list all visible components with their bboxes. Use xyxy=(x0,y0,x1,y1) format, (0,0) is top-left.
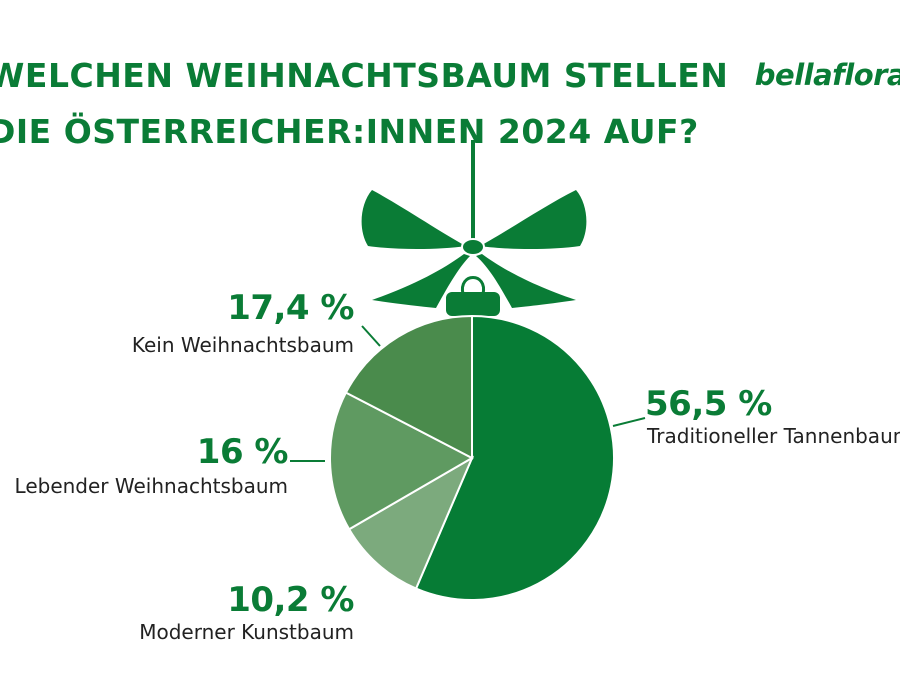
bow-right-ribbon xyxy=(476,254,576,308)
leader-line-kein xyxy=(361,325,381,347)
pie-slice-kunstbaum xyxy=(347,455,475,590)
chart-title-line-2: DIE ÖSTERREICHER:INNEN 2024 AUF? xyxy=(0,112,699,151)
leader-lines xyxy=(290,325,646,462)
chart-title-line-1: WELCHEN WEIHNACHTSBAUM STELLEN xyxy=(0,56,729,95)
data-label-value-kunst: 10,2 % xyxy=(227,580,354,620)
pie-slice-lebend xyxy=(329,391,475,531)
data-label-value-kein: 17,4 % xyxy=(227,288,354,328)
data-label-name-kein: Kein Weihnachtsbaum xyxy=(131,333,354,357)
pie-slice-kein xyxy=(344,314,473,460)
bow-left-ribbon xyxy=(372,254,470,308)
bauble-cap xyxy=(446,292,500,316)
brand-logo: bellaflora xyxy=(754,58,900,92)
leader-line-traditionell xyxy=(612,417,646,427)
data-label-name-lebend: Lebender Weihnachtsbaum xyxy=(14,474,288,498)
bow-left-loop xyxy=(361,190,466,249)
pie-slice-traditionell xyxy=(414,314,615,601)
bauble-hook xyxy=(461,276,485,295)
bow-right-loop xyxy=(480,190,587,249)
data-label-name-traditionell: Traditioneller Tannenbaum xyxy=(647,424,900,448)
bauble-decoration xyxy=(361,140,587,316)
data-label-value-lebend: 16 % xyxy=(196,432,289,472)
data-label-value-traditionell: 56,5 % xyxy=(645,384,772,424)
data-label-name-kunst: Moderner Kunstbaum xyxy=(139,620,354,644)
bow-knot xyxy=(461,238,485,256)
pie-slices xyxy=(329,314,615,601)
